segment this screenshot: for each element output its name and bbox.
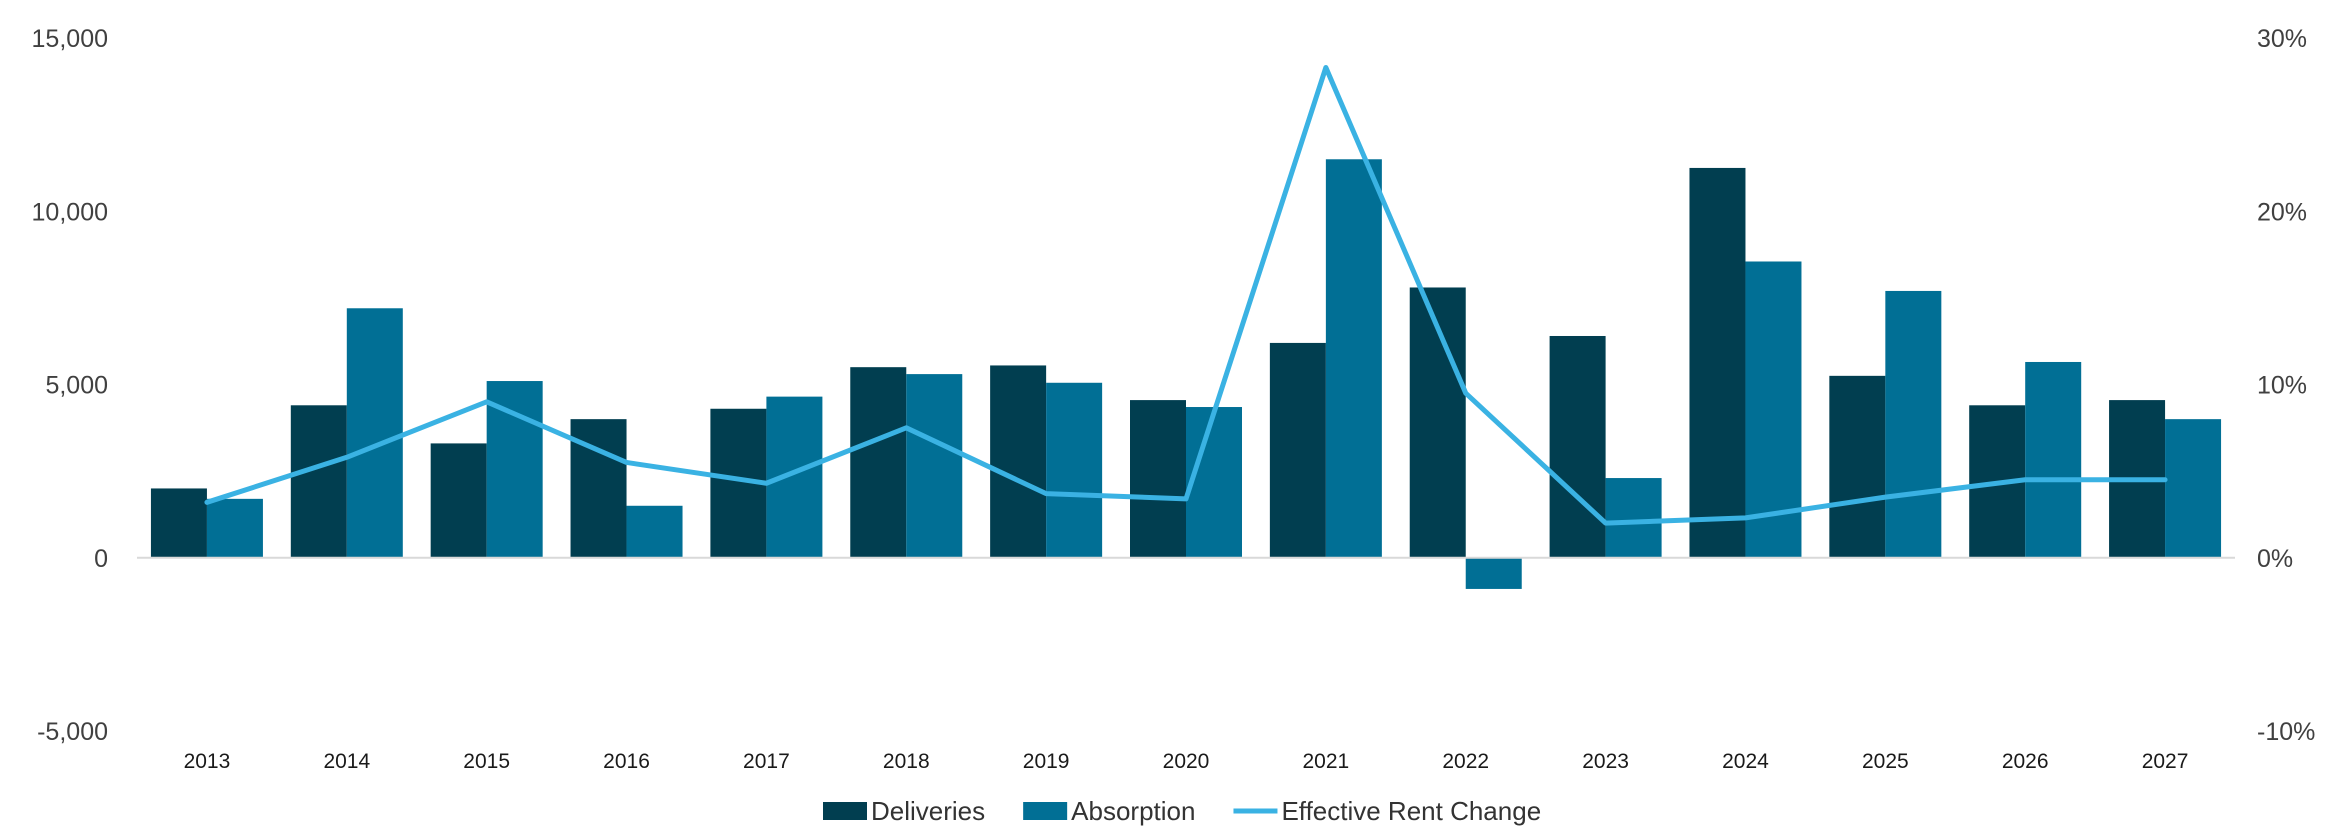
bar-deliveries <box>1689 167 1746 558</box>
right-axis-tick-label: 10% <box>2257 372 2307 400</box>
bar-deliveries <box>990 365 1047 558</box>
bar-absorption <box>2025 361 2082 558</box>
x-axis-tick-label: 2023 <box>1582 750 1629 773</box>
left-axis-tick-label: 15,000 <box>32 25 108 53</box>
legend-item: Absorption <box>1023 796 1195 826</box>
left-axis-tick-label: 5,000 <box>45 372 108 400</box>
bar-deliveries <box>430 443 487 558</box>
bar-deliveries <box>1549 335 1606 558</box>
bar-absorption <box>346 308 403 558</box>
x-axis-tick-label: 2013 <box>184 750 231 773</box>
legend-swatch <box>823 802 867 820</box>
x-axis-tick-label: 2025 <box>1862 750 1909 773</box>
bar-absorption <box>766 396 823 558</box>
left-y-axis: -5,000 0 5,000 10,000 15,000 <box>32 25 108 746</box>
bar-absorption <box>1046 382 1103 558</box>
x-axis-tick-label: 2022 <box>1442 750 1489 773</box>
x-axis-tick-label: 2021 <box>1303 750 1350 773</box>
right-axis-tick-label: 30% <box>2257 25 2307 53</box>
right-axis-tick-label: 20% <box>2257 198 2307 226</box>
right-y-axis: -10% 0% 10% 20% 30% <box>2257 25 2315 746</box>
bar-deliveries <box>850 367 907 558</box>
left-axis-tick-label: -5,000 <box>37 718 108 746</box>
bar-absorption <box>486 381 543 558</box>
x-axis-tick-label: 2014 <box>323 750 370 773</box>
bar-absorption <box>206 498 263 558</box>
legend-label: Effective Rent Change <box>1281 796 1541 826</box>
bar-deliveries <box>150 488 207 558</box>
bar-absorption <box>1186 407 1242 558</box>
legend-label: Absorption <box>1071 796 1195 826</box>
left-axis-tick-label: 10,000 <box>32 198 108 226</box>
legend-item: Effective Rent Change <box>1233 796 1541 826</box>
line-effective-rent-change <box>204 64 2168 526</box>
x-axis-tick-label: 2024 <box>1722 750 1769 773</box>
bar-absorption <box>626 505 683 558</box>
x-axis-tick-label: 2015 <box>463 750 510 773</box>
legend: Deliveries Absorption Effective Rent Chang… <box>823 796 1541 826</box>
x-axis-tick-label: 2017 <box>743 750 790 773</box>
legend-item: Deliveries <box>823 796 985 826</box>
x-axis-tick-label: 2019 <box>1023 750 1070 773</box>
legend-label: Deliveries <box>871 796 985 826</box>
x-axis-tick-label: 2027 <box>2142 750 2189 773</box>
bar-absorption <box>1325 159 1382 558</box>
bar-absorption <box>906 374 963 558</box>
bar-absorption <box>1465 557 1522 589</box>
bar-absorption <box>1745 261 1802 558</box>
x-axis-tick-label: 2018 <box>883 750 930 773</box>
bar-deliveries <box>290 405 347 558</box>
x-axis-tick-label: 2016 <box>603 750 650 773</box>
right-axis-tick-label: 0% <box>2257 545 2293 573</box>
bar-absorption <box>2165 419 2222 558</box>
rent-change-line <box>204 64 2168 526</box>
right-axis-tick-label: -10% <box>2257 718 2315 746</box>
x-axis-tick-label: 2020 <box>1163 750 1210 773</box>
bar-absorption <box>1605 478 1662 558</box>
x-axis-tick-label: 2026 <box>2002 750 2049 773</box>
x-axis: 2013 2014 2015 2016 2017 2018 2019 2020 2021 2022… <box>184 750 2189 773</box>
bar-absorption <box>1885 290 1942 558</box>
left-axis-tick-label: 0 <box>94 545 108 573</box>
legend-swatch <box>1023 802 1068 820</box>
bar-deliveries <box>1829 375 1886 558</box>
bars <box>150 159 2222 589</box>
bar-deliveries <box>1130 400 1186 558</box>
bar-deliveries <box>1269 342 1326 558</box>
